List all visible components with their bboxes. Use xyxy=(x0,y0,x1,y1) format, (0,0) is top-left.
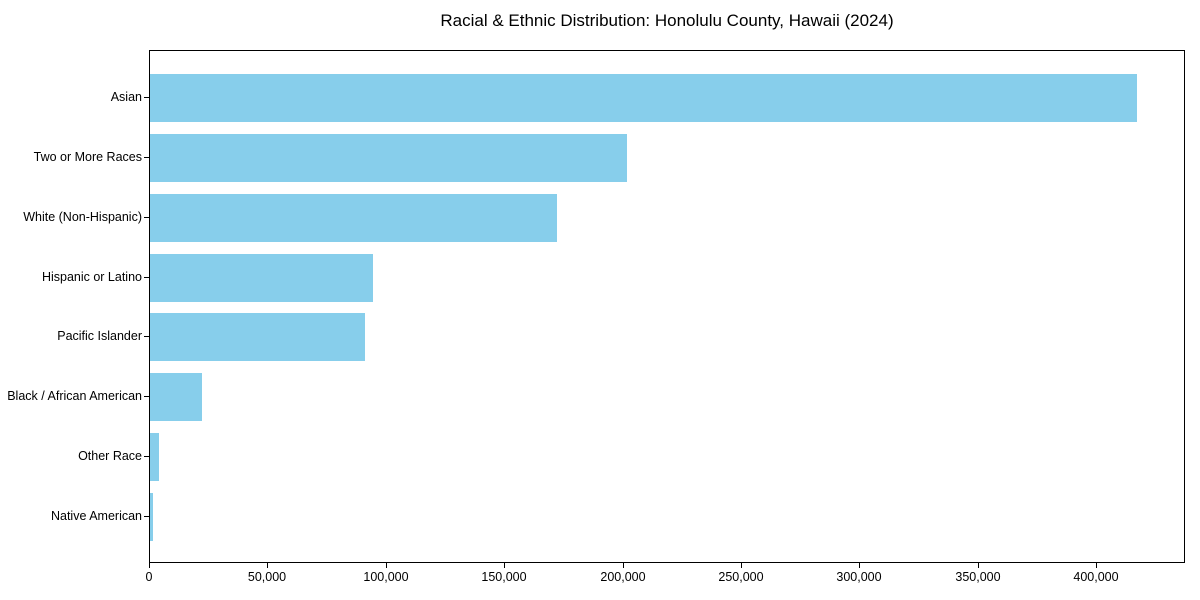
bar-native-american xyxy=(150,493,153,541)
x-tick-mark xyxy=(741,563,742,568)
y-tick-label-two-or-more-races: Two or More Races xyxy=(33,150,142,164)
x-tick-mark xyxy=(623,563,624,568)
x-tick-label: 50,000 xyxy=(247,570,287,584)
x-tick-label: 100,000 xyxy=(363,570,409,584)
bar-white-non-hispanic xyxy=(150,194,557,242)
y-tick-label-white-non-hispanic: White (Non-Hispanic) xyxy=(23,210,142,224)
y-tick-label-hispanic-or-latino: Hispanic or Latino xyxy=(41,270,142,284)
y-tick-mark xyxy=(144,157,149,158)
x-tick-label: 400,000 xyxy=(1073,570,1119,584)
x-tick-mark xyxy=(386,563,387,568)
chart-title: Racial & Ethnic Distribution: Honolulu C… xyxy=(440,11,894,30)
x-tick-label: 350,000 xyxy=(955,570,1001,584)
y-tick-mark xyxy=(144,396,149,397)
y-tick-mark xyxy=(144,217,149,218)
x-tick-mark xyxy=(267,563,268,568)
x-tick-mark xyxy=(504,563,505,568)
y-tick-label-asian: Asian xyxy=(110,90,142,104)
x-tick-label: 150,000 xyxy=(481,570,527,584)
x-tick-mark xyxy=(859,563,860,568)
y-tick-label-native-american: Native American xyxy=(50,509,142,523)
x-tick-label: 300,000 xyxy=(836,570,882,584)
bar-black-african-american xyxy=(150,373,202,421)
bar-asian xyxy=(150,74,1137,122)
x-tick-label: 200,000 xyxy=(600,570,646,584)
bar-other-race xyxy=(150,433,159,481)
x-tick-label: 0 xyxy=(145,570,153,584)
bar-pacific-islander xyxy=(150,313,365,361)
y-tick-label-other-race: Other Race xyxy=(78,449,142,463)
y-tick-mark xyxy=(144,516,149,517)
y-tick-label-black-african-american: Black / African American xyxy=(7,389,142,403)
x-tick-mark xyxy=(978,563,979,568)
y-tick-mark xyxy=(144,97,149,98)
y-tick-mark xyxy=(144,456,149,457)
x-tick-label: 250,000 xyxy=(718,570,764,584)
bar-hispanic-or-latino xyxy=(150,254,373,302)
bar-two-or-more-races xyxy=(150,134,627,182)
y-tick-label-pacific-islander: Pacific Islander xyxy=(57,329,142,343)
x-tick-mark xyxy=(149,563,150,568)
y-tick-mark xyxy=(144,277,149,278)
x-tick-mark xyxy=(1096,563,1097,568)
plot-area xyxy=(149,50,1185,563)
y-tick-mark xyxy=(144,336,149,337)
